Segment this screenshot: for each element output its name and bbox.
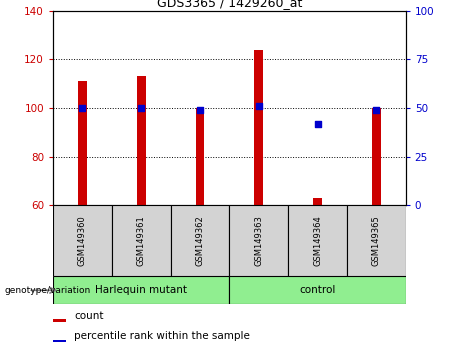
Text: count: count <box>74 311 104 321</box>
Point <box>314 121 321 126</box>
Text: Harlequin mutant: Harlequin mutant <box>95 285 187 295</box>
Text: GSM149365: GSM149365 <box>372 215 381 266</box>
Bar <box>137 76 146 205</box>
Text: genotype/variation: genotype/variation <box>5 286 91 295</box>
Point <box>79 105 86 111</box>
Point <box>372 107 380 113</box>
Point <box>137 105 145 111</box>
Bar <box>288 205 347 276</box>
Bar <box>53 205 112 276</box>
Bar <box>53 319 66 322</box>
Bar <box>229 276 406 304</box>
Bar <box>347 205 406 276</box>
Text: GSM149360: GSM149360 <box>78 215 87 266</box>
Text: GSM149361: GSM149361 <box>136 215 146 266</box>
Bar <box>254 50 263 205</box>
Text: GSM149362: GSM149362 <box>195 215 205 266</box>
Point <box>196 107 204 113</box>
Text: GSM149364: GSM149364 <box>313 215 322 266</box>
Point <box>255 103 262 109</box>
Bar <box>78 81 87 205</box>
Bar <box>171 205 230 276</box>
Text: control: control <box>299 285 336 295</box>
Text: percentile rank within the sample: percentile rank within the sample <box>74 331 250 341</box>
Bar <box>229 205 288 276</box>
Bar <box>195 108 204 205</box>
Bar <box>112 205 171 276</box>
Bar <box>53 276 230 304</box>
Bar <box>53 340 66 342</box>
Text: GSM149363: GSM149363 <box>254 215 263 266</box>
Bar <box>372 108 381 205</box>
Bar <box>313 198 322 205</box>
Title: GDS3365 / 1429260_at: GDS3365 / 1429260_at <box>157 0 302 10</box>
